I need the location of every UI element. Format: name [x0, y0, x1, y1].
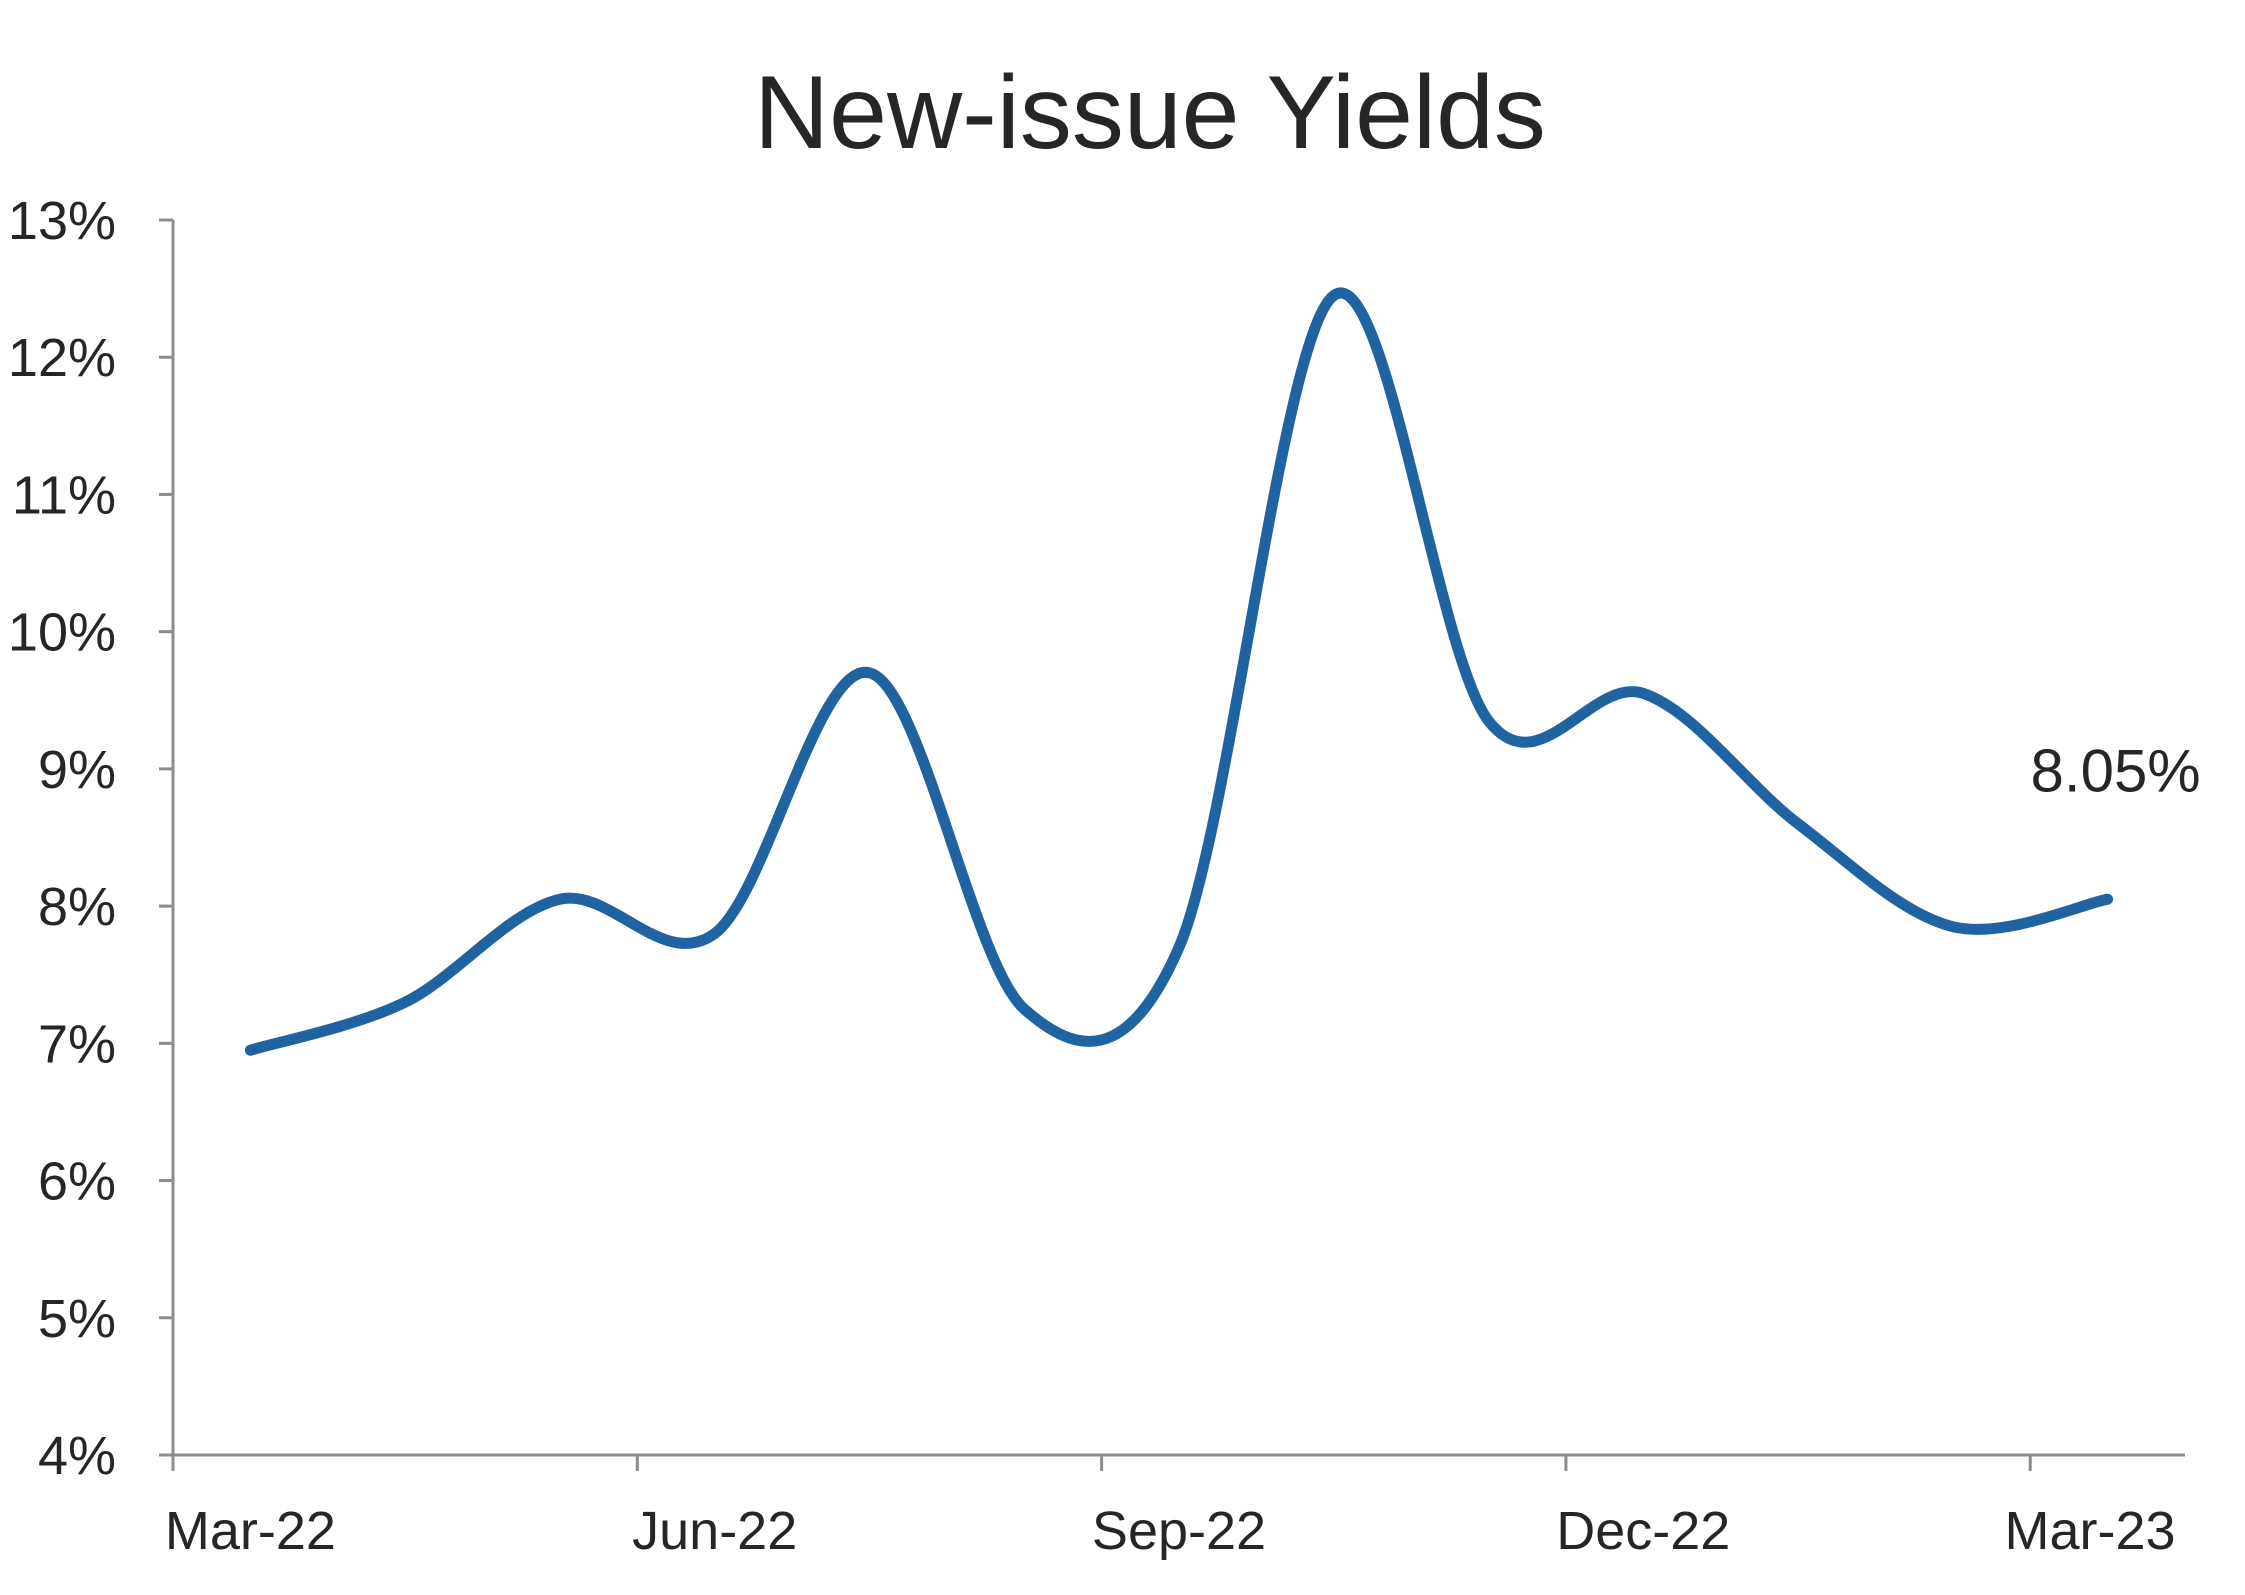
x-tick-label: Mar-23 — [2004, 1501, 2175, 1561]
y-tick-label: 13% — [8, 191, 116, 251]
y-tick-label: 10% — [8, 603, 116, 663]
x-tick-label: Dec-22 — [1556, 1501, 1730, 1561]
y-tick-label: 8% — [38, 877, 116, 937]
x-axis: Mar-22 Jun-22 Sep-22 Dec-22 Mar-23 — [165, 1453, 2185, 1561]
series-line — [244, 287, 2114, 1056]
chart-title: New-issue Yields — [754, 55, 1546, 171]
y-tick-label: 6% — [38, 1152, 116, 1212]
y-tick-label: 4% — [38, 1426, 116, 1486]
y-axis: 4% 5% 6% 7% 8% 9% 10% 11% 12% 13% — [8, 191, 175, 1486]
y-tick-label: 5% — [38, 1289, 116, 1349]
annotation-layer: 8.05% — [2031, 737, 2201, 804]
series-layer — [244, 287, 2114, 1056]
y-tick-label: 9% — [38, 740, 116, 800]
data-label: 8.05% — [2031, 737, 2201, 804]
x-tick-label: Sep-22 — [1092, 1501, 1266, 1561]
x-tick-label: Jun-22 — [632, 1501, 797, 1561]
x-tick-label: Mar-22 — [165, 1501, 336, 1561]
y-tick-label: 12% — [8, 328, 116, 388]
y-tick-label: 7% — [38, 1014, 116, 1074]
y-tick-label: 11% — [12, 465, 116, 525]
